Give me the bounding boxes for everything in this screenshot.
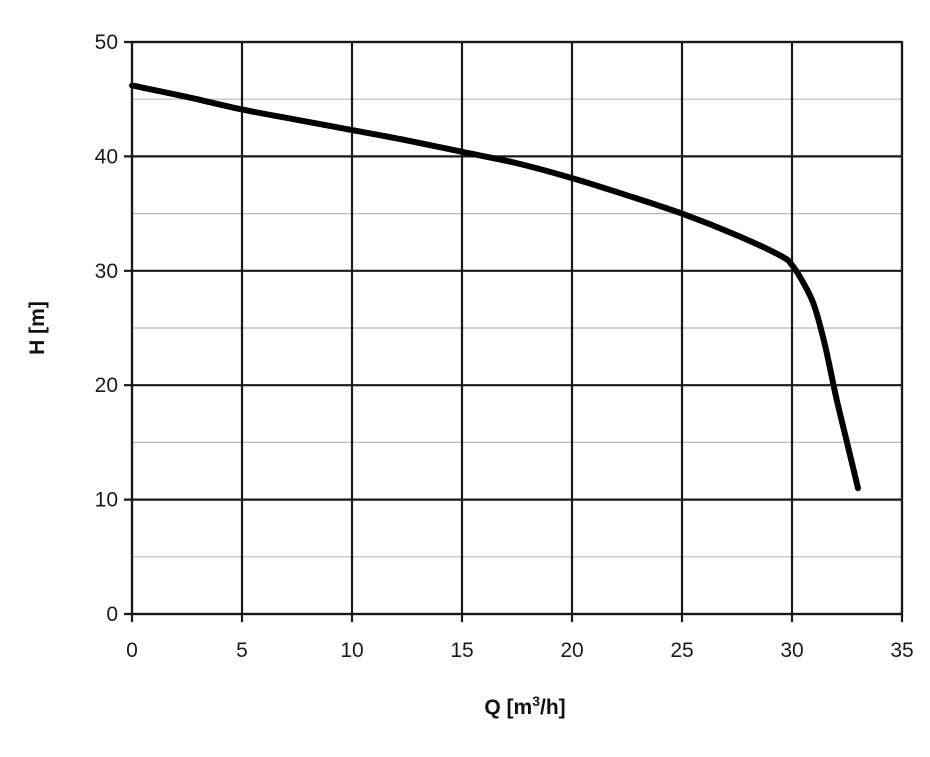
series-line-head-curve — [129, 82, 861, 492]
x-axis-title-main: Q [m — [484, 696, 532, 719]
y-tick-label-40: 40 — [95, 145, 118, 168]
x-tick-label-30: 30 — [780, 639, 803, 662]
y-tick-label-0: 0 — [106, 603, 118, 626]
x-axis-title-superscript: 3 — [532, 693, 540, 709]
x-tick-label-20: 20 — [560, 639, 583, 662]
y-tick-label-20: 20 — [95, 374, 118, 397]
grid — [124, 40, 904, 622]
y-tick-label-30: 30 — [95, 260, 118, 283]
x-tick-label-35: 35 — [890, 639, 913, 662]
x-axis-title: Q [m3/h] — [484, 693, 565, 719]
y-axis-title: H [m] — [26, 301, 49, 355]
tick-labels: 0 5 10 15 20 25 30 35 0 10 20 30 40 50 — [95, 31, 914, 662]
x-tick-label-5: 5 — [236, 639, 248, 662]
plot-frame — [130, 40, 904, 616]
x-axis-title-tail: /h] — [540, 696, 566, 719]
x-tick-label-25: 25 — [670, 639, 693, 662]
x-tick-label-15: 15 — [450, 639, 473, 662]
x-tick-label-0: 0 — [126, 639, 138, 662]
y-tick-label-50: 50 — [95, 31, 118, 54]
y-tick-label-10: 10 — [95, 489, 118, 512]
x-tick-label-10: 10 — [340, 639, 363, 662]
